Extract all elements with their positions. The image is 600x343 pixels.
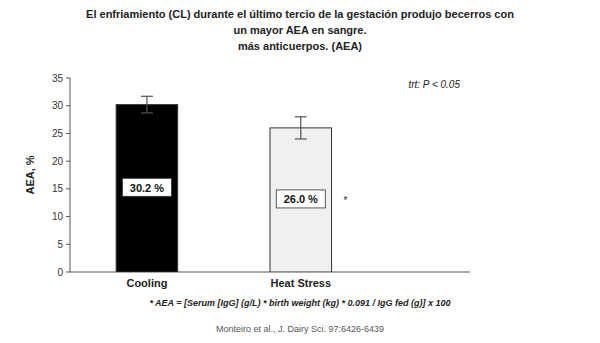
data-label-box	[122, 178, 171, 196]
y-axis-label: AEA, %	[24, 155, 36, 194]
star-annotation: *	[344, 195, 348, 206]
error-bar	[141, 96, 153, 113]
x-tick-label: Heat Stress	[270, 277, 331, 289]
y-tick-label: 20	[52, 156, 64, 167]
data-label-group: 26.0 %	[276, 190, 325, 208]
footnote: * AEA = [Serum [IgG] (g/L) * birth weigh…	[149, 298, 450, 308]
y-tick	[66, 244, 70, 245]
y-tick	[66, 133, 70, 134]
y-tick-label: 30	[52, 100, 64, 111]
y-tick	[66, 272, 70, 273]
y-tick-label: 10	[52, 211, 64, 222]
data-label: 26.0 %	[284, 193, 318, 205]
y-tick	[66, 161, 70, 162]
data-label-box	[276, 190, 325, 208]
y-tick-label: 25	[52, 128, 64, 139]
y-tick-label: 15	[52, 183, 64, 194]
x-tick-label: Cooling	[126, 277, 167, 289]
bar	[270, 128, 332, 272]
title: El enfriamiento (CL) durante el último t…	[86, 8, 514, 20]
error-bar	[295, 117, 307, 139]
title: un mayor AEA en sangre.	[233, 24, 366, 36]
bar	[116, 105, 178, 272]
source: Monteiro et al., J. Dairy Sci. 97:6426-6…	[216, 324, 384, 334]
y-tick-label: 5	[57, 239, 63, 250]
y-axis: 0 5 10 15 20 25 30 35	[52, 73, 70, 278]
y-tick-label: 0	[57, 267, 63, 278]
y-tick	[66, 105, 70, 106]
annotation: trt: P < 0.05	[408, 79, 460, 90]
chart: El enfriamiento (CL) durante el último t…	[0, 0, 600, 343]
y-tick	[66, 216, 70, 217]
subtitle: más anticuerpos. (AEA)	[238, 40, 362, 52]
y-tick-label: 35	[52, 73, 64, 84]
y-tick	[66, 78, 70, 79]
bars	[116, 96, 331, 272]
y-tick	[66, 188, 70, 189]
data-label-group: 30.2 %	[122, 178, 171, 196]
data-label: 30.2 %	[130, 182, 164, 194]
y-axis-line	[70, 78, 71, 272]
